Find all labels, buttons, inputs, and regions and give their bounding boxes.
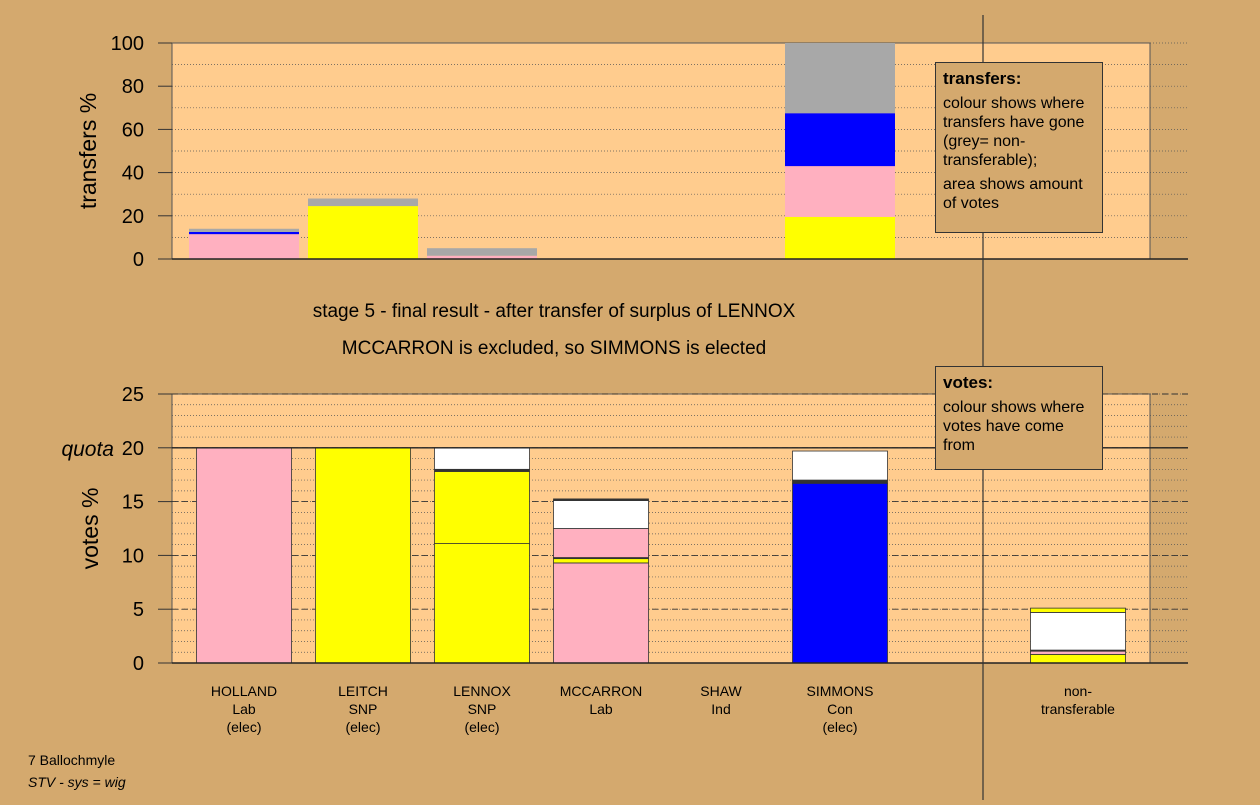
transfers-y-tick-label: 80: [122, 76, 144, 98]
votes-y-axis-label: votes %: [77, 488, 103, 570]
votes-bar-segment: [434, 447, 530, 470]
category-label: HOLLAND Lab (elec): [211, 683, 277, 735]
votes-bar-segment: [792, 479, 888, 484]
category-label: SIMMONS Con (elec): [807, 683, 874, 735]
transfers-bar-segment: [785, 43, 895, 114]
votes-bar-segment: [792, 482, 888, 664]
votes-bar-segment: [1030, 612, 1126, 651]
stage-caption: stage 5 - final result - after transfer …: [312, 301, 796, 322]
category-label-line: SNP: [349, 701, 378, 717]
transfers-bar-segment: [189, 232, 299, 235]
votes-bar-segment: [1030, 653, 1126, 664]
votes-y-tick-label: 25: [122, 384, 144, 406]
category-label-line: Ind: [711, 701, 730, 717]
votes-bar-segment: [1030, 650, 1126, 655]
category-label-line: (elec): [822, 719, 857, 735]
transfers-bar-segment: [427, 255, 537, 259]
votes-y-tick-label: 10: [122, 545, 144, 567]
votes-y-tick-label: 20: [122, 438, 144, 460]
transfers-legend-area-note: area shows amount of votes: [943, 176, 1083, 212]
category-label-line: transferable: [1041, 701, 1115, 717]
transfers-y-tick-label: 0: [133, 249, 144, 271]
category-label-line: SHAW: [700, 683, 742, 699]
votes-bar-segment: [553, 558, 649, 564]
transfers-bar-segment: [427, 248, 537, 256]
category-label-line: SNP: [468, 701, 497, 717]
votes-bar-segment: [1030, 607, 1126, 613]
category-label-line: non-: [1064, 683, 1092, 699]
category-label: LEITCH SNP (elec): [338, 683, 388, 735]
votes-legend-colour-note: colour shows where votes have come from: [943, 399, 1085, 454]
votes-legend-title: votes:: [943, 373, 994, 392]
transfers-legend: transfers: colour shows where transfers …: [935, 62, 1103, 233]
transfers-bar-segment: [189, 234, 299, 259]
votes-bar-segment: [553, 500, 649, 529]
votes-bar-segment: [553, 498, 649, 501]
votes-y-tick-label: 0: [133, 653, 144, 675]
transfers-bar-segment: [785, 113, 895, 167]
category-label-line: LEITCH: [338, 683, 388, 699]
transfers-y-tick-label: 100: [111, 33, 144, 55]
votes-y-tick-label: 5: [133, 599, 144, 621]
transfers-legend-colour-note: colour shows where transfers have gone (…: [943, 95, 1085, 169]
votes-bar-segment: [792, 450, 888, 481]
transfers-bar-segment: [785, 216, 895, 259]
transfers-bar-segment: [189, 228, 299, 232]
transfers-y-tick-label: 20: [122, 206, 144, 228]
category-label: non-transferable: [1041, 683, 1115, 717]
votes-bar-segment: [553, 528, 649, 558]
category-label-line: Con: [827, 701, 853, 717]
category-label: MCCARRON Lab: [560, 683, 642, 717]
transfers-y-tick-label: 60: [122, 119, 144, 141]
category-label-line: (elec): [464, 719, 499, 735]
transfers-legend-title: transfers:: [943, 69, 1022, 88]
quota-label: quota: [61, 438, 114, 461]
category-label-line: (elec): [226, 719, 261, 735]
category-label: LENNOX SNP (elec): [453, 683, 511, 735]
category-label-line: (elec): [345, 719, 380, 735]
category-label-line: LENNOX: [453, 683, 511, 699]
transfers-bar-segment: [785, 166, 895, 217]
votes-bar-segment: [315, 447, 411, 664]
ward-name: 7 Ballochmyle: [28, 752, 116, 768]
votes-bar-segment: [434, 543, 530, 664]
votes-bar-segment: [196, 447, 292, 664]
category-label-line: HOLLAND: [211, 683, 277, 699]
system-label: STV - sys = wig: [28, 774, 126, 790]
votes-legend: votes: colour shows where votes have com…: [935, 366, 1103, 470]
transfers-bar-segment: [308, 206, 418, 259]
votes-bar-segment: [553, 562, 649, 664]
category-label: SHAW Ind: [700, 683, 742, 717]
votes-y-tick-label: 15: [122, 492, 144, 514]
transfers-y-axis-label: transfers %: [75, 93, 101, 209]
category-label-line: SIMMONS: [807, 683, 874, 699]
votes-bar-segment: [434, 471, 530, 544]
category-label-line: Lab: [232, 701, 256, 717]
transfers-bar-segment: [308, 198, 418, 207]
outcome-caption: MCCARRON is excluded, so SIMMONS is elec…: [341, 338, 767, 359]
category-label-line: Lab: [589, 701, 613, 717]
transfers-y-tick-label: 40: [122, 163, 144, 185]
category-label-line: MCCARRON: [560, 683, 642, 699]
